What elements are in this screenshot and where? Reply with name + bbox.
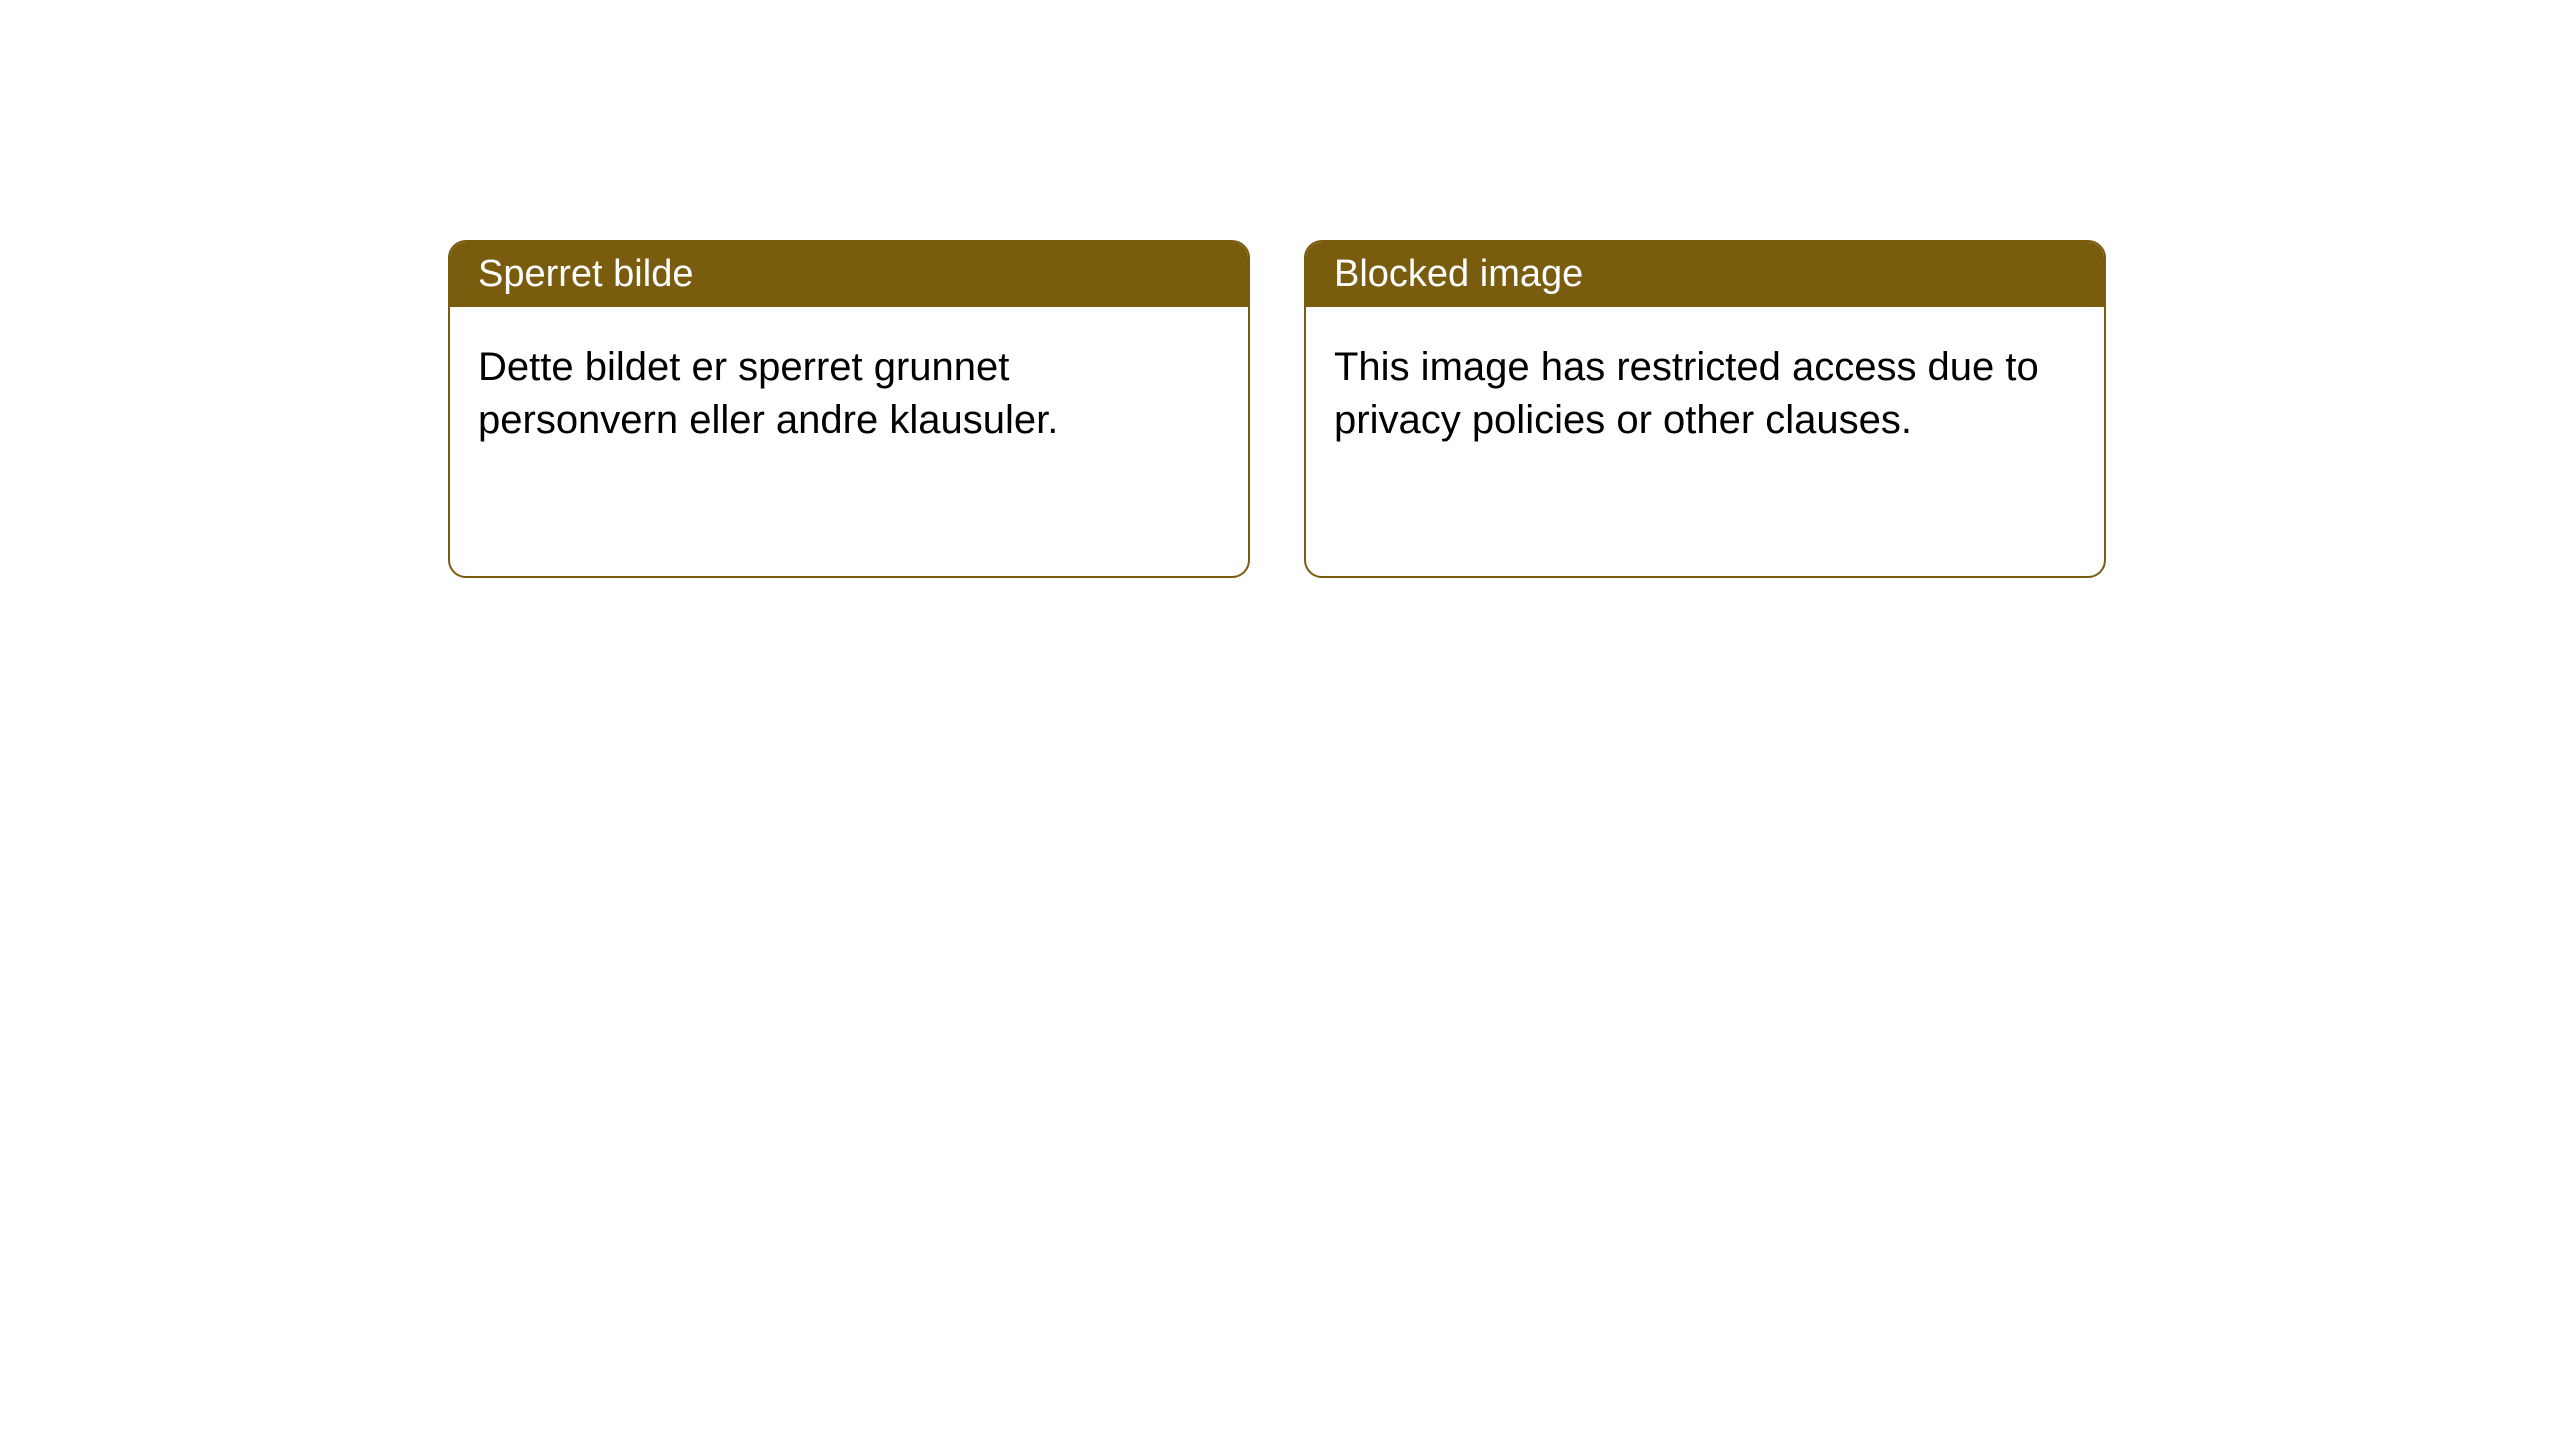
card-header: Sperret bilde: [450, 242, 1248, 307]
blocked-image-card-no: Sperret bilde Dette bildet er sperret gr…: [448, 240, 1250, 578]
blocked-image-card-en: Blocked image This image has restricted …: [1304, 240, 2106, 578]
card-body-text: Dette bildet er sperret grunnet personve…: [478, 345, 1058, 442]
card-title: Sperret bilde: [478, 253, 693, 295]
cards-container: Sperret bilde Dette bildet er sperret gr…: [0, 0, 2560, 578]
card-body: Dette bildet er sperret grunnet personve…: [450, 307, 1248, 481]
card-body: This image has restricted access due to …: [1306, 307, 2104, 481]
card-header: Blocked image: [1306, 242, 2104, 307]
card-body-text: This image has restricted access due to …: [1334, 345, 2039, 442]
card-title: Blocked image: [1334, 253, 1583, 295]
